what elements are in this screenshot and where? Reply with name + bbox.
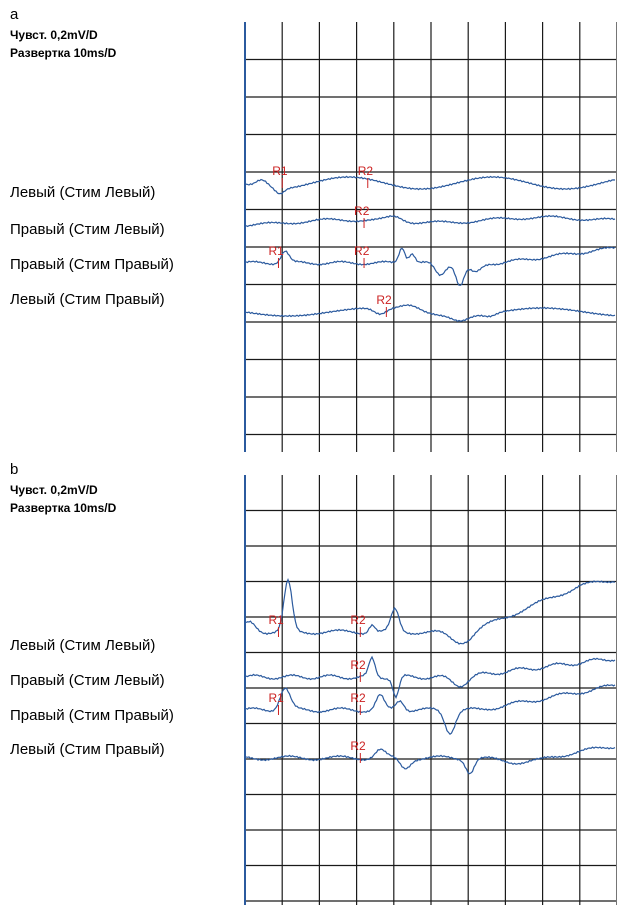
emg-trace-2 bbox=[245, 655, 616, 699]
panel-a: a Чувст. 0,2mV/D Развертка 10ms/D Левый … bbox=[10, 6, 617, 452]
panel-b: b Чувст. 0,2mV/D Развертка 10ms/D Левый … bbox=[0, 455, 617, 909]
emg-trace-3 bbox=[245, 246, 616, 286]
trace-label-3: Правый (Стим Правый) bbox=[10, 256, 174, 273]
emg-trace-3 bbox=[245, 683, 616, 736]
trace-label-1: Левый (Стим Левый) bbox=[10, 184, 156, 201]
sensitivity-label: Чувст. 0,2mV/D bbox=[10, 483, 98, 497]
sweep-label: Развертка 10ms/D bbox=[10, 46, 117, 60]
latency-label-r1: R1 bbox=[268, 244, 284, 258]
emg-trace-4 bbox=[245, 746, 616, 775]
panel-letter: b bbox=[10, 461, 19, 478]
latency-label-r2: R2 bbox=[350, 613, 366, 627]
emg-plot-b: R1 R2 R2 R1 R2 R2 bbox=[244, 475, 617, 905]
sensitivity-label: Чувст. 0,2mV/D bbox=[10, 28, 98, 42]
latency-label-r1: R1 bbox=[268, 691, 284, 705]
trace-label-2: Правый (Стим Левый) bbox=[10, 672, 165, 689]
recording-settings: Чувст. 0,2mV/D Развертка 10ms/D bbox=[10, 481, 116, 517]
emg-trace-2 bbox=[245, 214, 616, 228]
emg-plot-a: R1 R2 R2 R1 R2 R2 bbox=[244, 22, 617, 452]
latency-label-r2: R2 bbox=[350, 691, 366, 705]
latency-label-r2: R2 bbox=[358, 164, 374, 178]
latency-label-r2: R2 bbox=[354, 204, 370, 218]
latency-label-r2: R2 bbox=[350, 658, 366, 672]
latency-label-r2: R2 bbox=[350, 739, 366, 753]
latency-label-r1: R1 bbox=[272, 164, 288, 178]
latency-label-r2: R2 bbox=[376, 293, 392, 307]
panel-letter: a bbox=[10, 6, 19, 23]
trace-label-4: Левый (Стим Правый) bbox=[10, 291, 165, 308]
emg-trace-1 bbox=[245, 175, 616, 195]
sweep-label: Развертка 10ms/D bbox=[10, 501, 117, 515]
trace-label-2: Правый (Стим Левый) bbox=[10, 221, 165, 238]
trace-label-4: Левый (Стим Правый) bbox=[10, 741, 165, 758]
trace-label-1: Левый (Стим Левый) bbox=[10, 637, 156, 654]
trace-label-3: Правый (Стим Правый) bbox=[10, 707, 174, 724]
latency-label-r1: R1 bbox=[268, 613, 284, 627]
latency-label-r2: R2 bbox=[354, 244, 370, 258]
recording-settings: Чувст. 0,2mV/D Развертка 10ms/D bbox=[10, 26, 116, 62]
emg-trace-1 bbox=[245, 578, 616, 645]
emg-trace-4 bbox=[245, 304, 616, 323]
